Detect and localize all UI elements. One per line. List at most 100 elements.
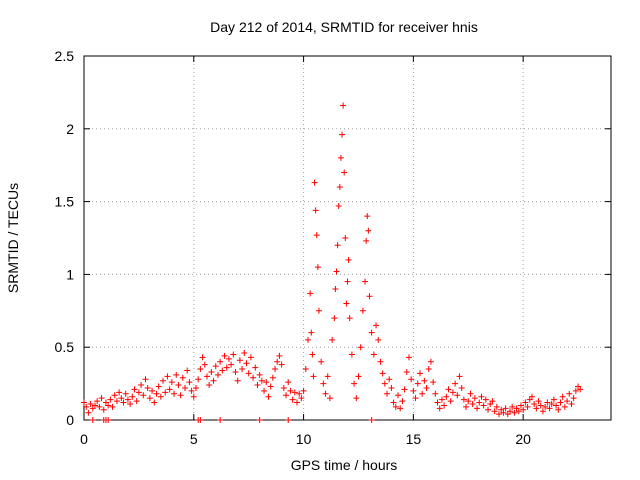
- y-tick-label: 1: [66, 266, 74, 282]
- y-tick-label: 2: [66, 121, 74, 137]
- data-point: [332, 285, 339, 292]
- data-point: [419, 390, 426, 397]
- data-point: [296, 390, 303, 397]
- data-point: [427, 358, 434, 365]
- data-point: [120, 399, 127, 406]
- data-point: [142, 376, 149, 383]
- data-point: [397, 405, 404, 412]
- data-point: [390, 399, 397, 406]
- data-point: [87, 400, 94, 407]
- data-point: [346, 315, 353, 322]
- data-point: [256, 371, 263, 378]
- data-point: [310, 373, 317, 380]
- x-axis-label: GPS time / hours: [291, 457, 398, 473]
- data-point: [339, 131, 346, 138]
- data-point: [478, 393, 485, 400]
- data-point: [500, 409, 507, 416]
- data-point: [399, 398, 406, 405]
- data-point: [85, 409, 92, 416]
- data-point: [230, 351, 237, 358]
- data-point: [550, 396, 557, 403]
- data-point: [113, 398, 120, 405]
- data-point: [511, 409, 518, 416]
- data-point: [408, 376, 415, 383]
- data-point: [179, 374, 186, 381]
- data-point: [341, 169, 348, 176]
- data-point: [280, 384, 287, 391]
- data-point: [570, 395, 577, 402]
- data-point: [445, 386, 452, 393]
- data-point: [340, 102, 347, 109]
- data-point: [438, 396, 445, 403]
- data-point: [412, 395, 419, 402]
- data-point: [307, 290, 314, 297]
- data-point: [403, 368, 410, 375]
- data-point: [434, 399, 441, 406]
- data-point: [285, 379, 292, 386]
- data-point: [254, 382, 261, 389]
- data-point: [258, 377, 265, 384]
- data-point: [555, 406, 562, 413]
- data-point: [312, 207, 319, 214]
- data-points: [81, 102, 584, 423]
- data-point: [208, 368, 215, 375]
- data-point: [423, 384, 430, 391]
- data-point: [502, 405, 509, 412]
- data-point: [164, 373, 171, 380]
- data-point: [241, 350, 248, 357]
- data-point: [377, 358, 384, 365]
- data-point: [153, 390, 160, 397]
- data-point: [491, 408, 498, 415]
- data-point: [410, 387, 417, 394]
- data-point: [250, 374, 257, 381]
- data-point: [515, 408, 522, 415]
- data-point: [351, 380, 358, 387]
- data-point: [320, 380, 327, 387]
- data-point: [293, 399, 300, 406]
- data-point: [348, 351, 355, 358]
- axis-ticks: 0 0.5 1 1.5 2 2.5 0 5 10 15 20: [55, 48, 611, 447]
- data-point: [107, 396, 114, 403]
- data-point: [127, 400, 134, 407]
- data-point: [568, 400, 575, 407]
- data-point: [447, 398, 454, 405]
- data-point: [326, 395, 333, 402]
- data-point: [537, 402, 544, 409]
- data-point: [274, 358, 281, 365]
- data-point: [157, 393, 164, 400]
- data-point: [364, 213, 371, 220]
- data-point: [548, 400, 555, 407]
- data-point: [138, 382, 145, 389]
- data-point: [531, 400, 538, 407]
- data-point: [458, 384, 465, 391]
- data-point: [344, 278, 351, 285]
- data-point: [151, 399, 158, 406]
- data-point: [329, 336, 336, 343]
- data-point: [342, 235, 349, 241]
- data-point: [269, 374, 276, 381]
- data-point: [256, 417, 263, 423]
- data-point: [343, 300, 350, 307]
- data-point: [223, 364, 230, 371]
- data-point: [98, 395, 105, 402]
- data-point: [365, 227, 372, 234]
- data-point: [357, 344, 364, 351]
- data-point: [381, 380, 388, 387]
- data-point: [566, 390, 573, 397]
- data-point: [577, 386, 584, 393]
- data-point: [388, 384, 395, 391]
- data-point: [564, 398, 571, 405]
- data-point: [443, 393, 450, 400]
- data-point: [186, 379, 193, 386]
- data-point: [544, 399, 551, 406]
- data-point: [192, 384, 199, 391]
- data-point: [210, 377, 217, 384]
- data-point: [386, 376, 393, 383]
- data-point: [309, 351, 316, 358]
- data-point: [318, 358, 325, 365]
- data-point: [239, 366, 246, 373]
- data-point: [384, 390, 391, 397]
- data-point: [265, 393, 272, 400]
- data-point: [489, 398, 496, 405]
